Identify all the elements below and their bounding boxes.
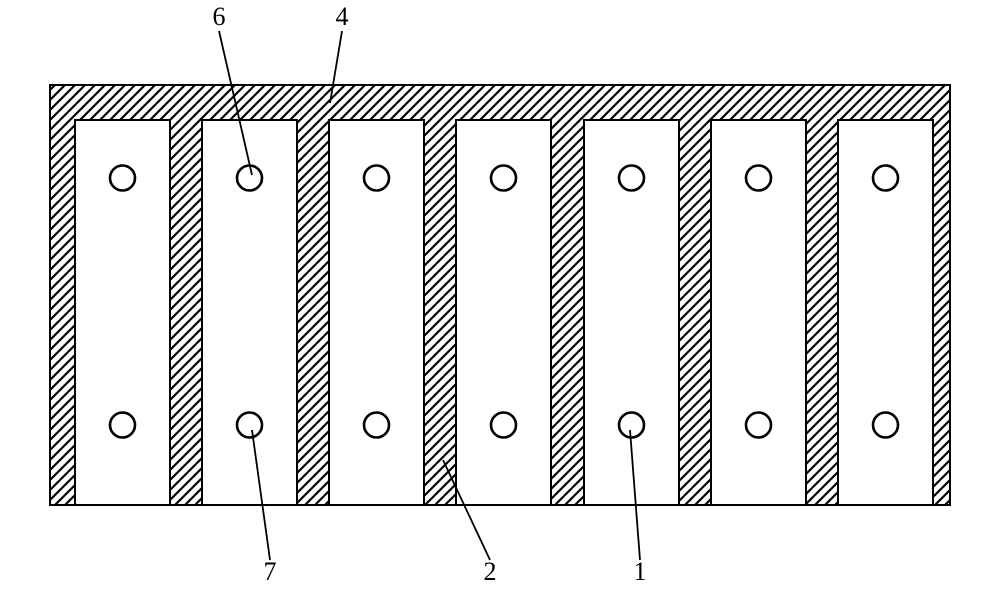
callout-label-1: 1: [634, 557, 647, 586]
callout-label-4: 4: [336, 2, 349, 31]
schematic-figure: 1 2 4 6 7: [0, 0, 1000, 599]
hole: [873, 413, 898, 438]
hole: [364, 166, 389, 191]
hole: [364, 413, 389, 438]
hole: [491, 413, 516, 438]
callout-label-2: 2: [484, 557, 497, 586]
hole: [746, 413, 771, 438]
hole: [491, 166, 516, 191]
hole: [619, 166, 644, 191]
hatched-body: [50, 85, 950, 505]
callout-label-7: 7: [264, 557, 277, 586]
hole: [237, 166, 262, 191]
hole: [237, 413, 262, 438]
hole: [746, 166, 771, 191]
hole: [110, 166, 135, 191]
hole: [873, 166, 898, 191]
hole: [110, 413, 135, 438]
hole: [619, 413, 644, 438]
callout-label-6: 6: [213, 2, 226, 31]
